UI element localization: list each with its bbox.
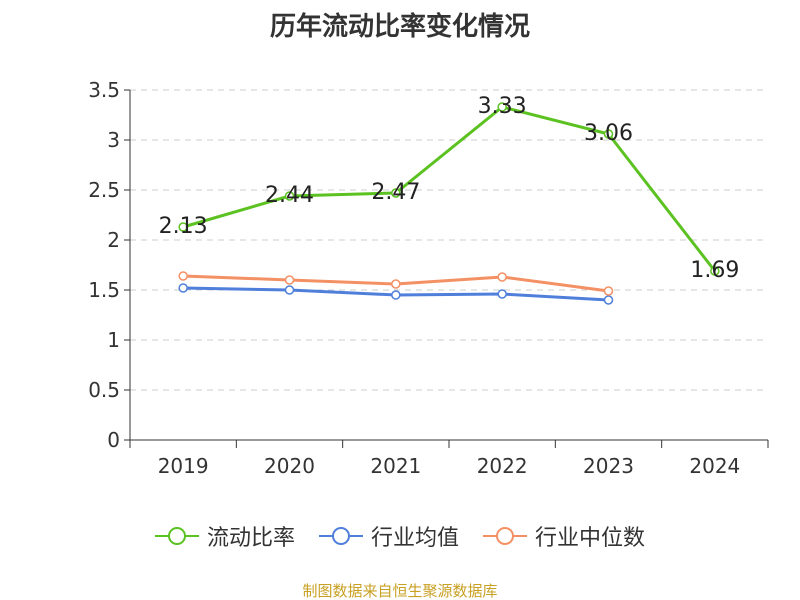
point-current-ratio-2024: [710, 266, 720, 276]
x-tick-label-2024: 2024: [689, 454, 740, 478]
y-tick-label-0: 0: [107, 428, 120, 452]
x-tick-label-2021: 2021: [370, 454, 421, 478]
data-label-current-ratio-2019: 2.13: [159, 214, 208, 239]
legend-item-current-ratio[interactable]: 流动比率: [154, 520, 295, 552]
point-industry-median-2023: [603, 286, 614, 296]
series-line-current-ratio: [182, 105, 717, 272]
legend-marker-industry-median: [483, 527, 527, 545]
point-industry-mean-2023: [603, 295, 614, 305]
point-current-ratio-2020: [284, 191, 295, 201]
legend-label-current-ratio: 流动比率: [206, 526, 295, 551]
y-tick-label-1: 0.5: [88, 378, 120, 402]
chart-legend: 流动比率 行业均值 行业中位数: [0, 520, 800, 552]
point-industry-mean-2021: [391, 290, 401, 300]
x-tick-label-2019: 2019: [158, 454, 209, 478]
point-industry-mean-2020: [284, 285, 295, 295]
data-label-current-ratio-2024: 1.69: [690, 258, 739, 283]
point-industry-median-2020: [284, 275, 295, 285]
y-tick-label-6: 3: [107, 128, 120, 152]
point-industry-mean-2022: [497, 289, 507, 299]
legend-item-industry-median[interactable]: 行业中位数: [483, 520, 645, 552]
y-tick-label-2: 1: [107, 328, 120, 352]
data-label-current-ratio-2023: 3.06: [584, 121, 633, 146]
legend-item-industry-mean[interactable]: 行业均值: [318, 520, 459, 552]
legend-label-industry-median: 行业中位数: [535, 526, 646, 551]
y-tick-label-7: 3.5: [88, 78, 120, 102]
point-industry-median-2022: [497, 272, 507, 282]
x-tick-label-2020: 2020: [264, 454, 315, 478]
chart-title: 历年流动比率变化情况: [269, 12, 530, 42]
y-tick-label-5: 2.5: [88, 178, 120, 202]
legend-marker-industry-mean: [318, 527, 363, 545]
x-tick-label-2023: 2023: [583, 454, 634, 478]
x-tick-label-2022: 2022: [477, 454, 528, 478]
legend-marker-current-ratio: [154, 527, 199, 545]
data-label-current-ratio-2022: 3.33: [478, 94, 527, 119]
data-label-current-ratio-2020: 2.44: [265, 183, 314, 208]
point-current-ratio-2022: [497, 102, 507, 112]
point-industry-mean-2019: [178, 283, 188, 293]
point-industry-median-2019: [178, 271, 188, 281]
point-industry-median-2021: [391, 279, 401, 289]
legend-label-industry-mean: 行业均值: [370, 526, 459, 551]
source-note: 制图数据来自恒生聚源数据库: [302, 582, 498, 600]
data-label-current-ratio-2021: 2.47: [371, 180, 420, 205]
y-tick-label-4: 2: [107, 228, 120, 252]
y-tick-label-3: 1.5: [88, 278, 120, 302]
point-current-ratio-2023: [603, 129, 614, 139]
point-current-ratio-2021: [391, 188, 401, 198]
point-current-ratio-2019: [178, 222, 188, 232]
